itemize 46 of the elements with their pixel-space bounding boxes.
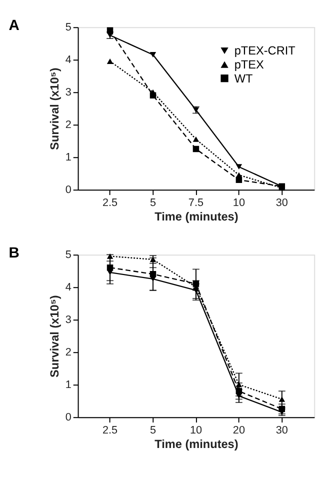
- chart-title: B: [8, 246, 20, 262]
- y-tick-label: 4: [65, 282, 72, 294]
- point: [106, 264, 114, 271]
- y-tick-label: 3: [65, 314, 72, 326]
- x-axis-title: Time (minutes): [154, 210, 238, 224]
- x-axis-title: Time (minutes): [154, 437, 238, 452]
- point: [150, 52, 156, 58]
- x-tick-label: 7.5: [188, 196, 204, 209]
- point: [278, 396, 286, 402]
- point: [192, 136, 200, 142]
- point: [236, 388, 242, 394]
- legend-label: pTEX: [234, 57, 264, 72]
- point: [192, 280, 200, 287]
- point: [106, 58, 114, 64]
- y-tick-label: 5: [65, 22, 72, 34]
- y-tick-label: 2: [65, 119, 72, 132]
- y-axis-title: Survival (x10⁵): [47, 295, 62, 378]
- x-tick-label: 10: [232, 196, 245, 209]
- y-tick-label: 1: [65, 152, 72, 164]
- y-tick-label: 4: [65, 54, 72, 66]
- x-tick-label: 5: [150, 424, 156, 436]
- y-tick-label: 3: [65, 86, 72, 99]
- y-axis-title: Survival (x10⁵): [47, 68, 62, 150]
- point: [150, 270, 156, 278]
- x-tick-label: 20: [232, 424, 245, 436]
- point: [150, 92, 156, 98]
- point: [106, 27, 114, 34]
- x-tick-label: 30: [276, 424, 288, 436]
- x-tick-label: 2.5: [102, 196, 118, 209]
- point: [236, 164, 242, 170]
- point: [106, 254, 114, 259]
- point: [236, 382, 242, 388]
- x-tick-label: 5: [150, 196, 156, 209]
- x-tick-label: 10: [190, 424, 202, 436]
- y-tick-label: 1: [65, 379, 72, 392]
- y-tick-label: 5: [65, 249, 72, 262]
- point: [236, 176, 242, 183]
- legend-label: pTEX-CRIT: [234, 44, 296, 58]
- chart-title: A: [8, 18, 20, 34]
- y-tick-label: 0: [65, 184, 72, 196]
- y-tick-label: 0: [65, 412, 72, 424]
- x-tick-label: 30: [276, 196, 288, 209]
- legend-label: WT: [234, 71, 253, 86]
- y-tick-label: 2: [65, 346, 72, 359]
- x-tick-label: 2.5: [102, 424, 118, 436]
- point: [192, 146, 200, 152]
